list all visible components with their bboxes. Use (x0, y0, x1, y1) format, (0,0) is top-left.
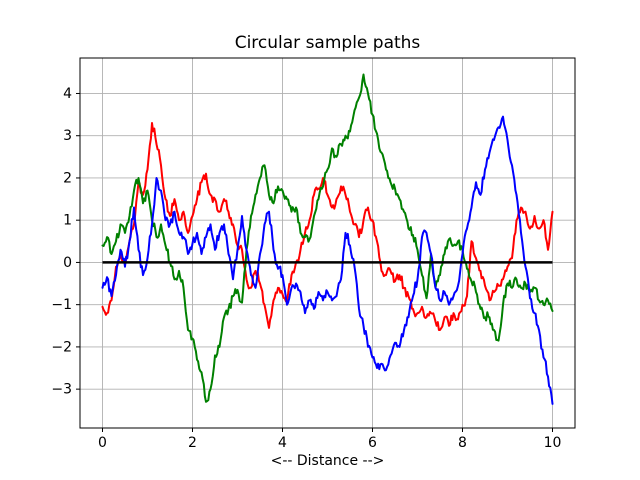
y-tick-label: 2 (63, 170, 72, 186)
series-line-path-green (101, 73, 554, 403)
x-tick-label: 0 (98, 435, 107, 451)
y-tick-label: −2 (51, 339, 72, 355)
x-tick-label: 10 (544, 435, 562, 451)
y-tick-label: 4 (63, 86, 72, 102)
axis-ticks: 0 2 4 6 8 10 −3 −2 −1 0 1 2 3 4 (51, 86, 561, 451)
series-lines (101, 73, 554, 405)
series-line-path-blue (101, 115, 554, 405)
y-tick-label: −3 (51, 382, 72, 398)
x-tick-label: 6 (368, 435, 377, 451)
y-tick-label: 0 (63, 255, 72, 271)
y-tick-label: 1 (63, 213, 72, 229)
x-tick-label: 8 (458, 435, 467, 451)
chart-title: Circular sample paths (235, 33, 421, 53)
x-tick-label: 4 (278, 435, 287, 451)
x-tick-label: 2 (188, 435, 197, 451)
x-axis-label: <-- Distance --> (271, 453, 385, 469)
y-tick-label: 3 (63, 128, 72, 144)
grid-lines (80, 58, 575, 428)
y-tick-label: −1 (51, 297, 72, 313)
axes-frame (79, 57, 576, 429)
